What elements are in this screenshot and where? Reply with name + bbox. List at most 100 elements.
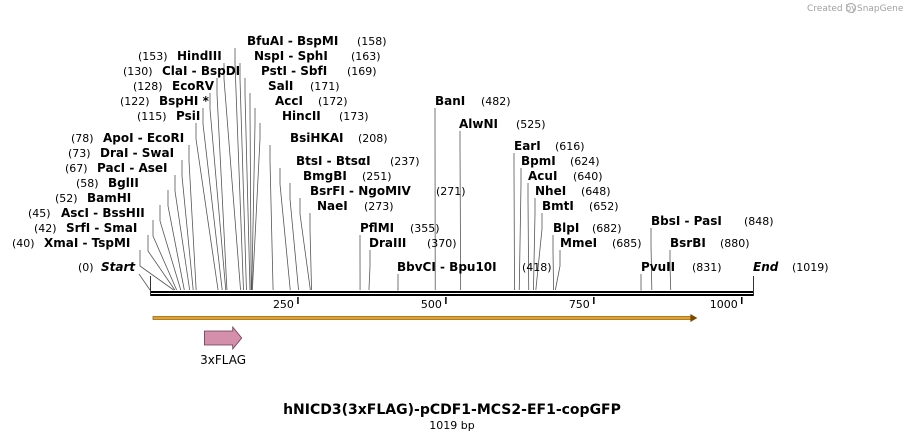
site-mmei: MmeI [560,236,597,250]
site-pvuii: PvuII [641,260,675,274]
leader-eari [513,153,515,291]
site-pos-bbsi-pasi: (848) [744,215,774,228]
leader-nhei [533,198,536,291]
site-clai-bspdi: ClaI - BspDI [162,64,240,78]
leader-bpmi [518,168,522,291]
leader-asci-bsshii [152,220,177,291]
end-position: (1019) [792,261,829,274]
site-pos-naei: (273) [364,200,394,213]
map-title: hNICD3(3xFLAG)-pCDF1-MCS2-EF1-copGFP [283,402,621,418]
site-hincii: HincII [282,109,321,123]
leader-bbsi-pasi [650,228,653,291]
tick-label-750: 750 [569,298,590,311]
leader-mmei [554,250,561,291]
orf-shaft [152,316,692,320]
site-psti-sbfi: PstI - SbfI [261,64,327,78]
snapgene-logo-icon [845,2,857,14]
site-ecorv: EcoRV [172,79,215,93]
site-pos-xmai-tspmi: (40) [12,237,35,250]
site-eari: EarI [514,139,541,153]
site-pos-eari: (616) [555,140,585,153]
backbone-bottom-strand [150,294,754,296]
site-blpi: BlpI [553,221,579,235]
leader-bsrfi-ngomiv [299,198,311,291]
leader-hindiii [223,63,241,291]
leader-ecorv [209,93,227,291]
site-pos-ecorv: (128) [133,80,163,93]
sequence-backbone [150,276,754,296]
ruler-ticks: 250 500 750 1000 [273,297,743,311]
site-pos-bani: (482) [481,95,511,108]
orf-head [690,314,698,322]
leader-bglii [167,190,185,291]
leader-srfi-smai [147,235,176,291]
site-pos-bsrbi: (880) [720,237,750,250]
leader-start [138,273,151,291]
site-pos-asci-bsshii: (45) [28,207,51,220]
site-hindiii: HindIII [177,49,222,63]
site-pos-bfuai-bspmi: (158) [357,35,387,48]
leader-bsphi [202,108,223,291]
site-pos-blpi: (682) [592,222,622,235]
leader-pvuii [640,274,642,291]
leader-btsi-bts-i [279,168,291,291]
leader-bbvci-bpu10i [397,274,399,291]
start-position: (0) [78,261,94,274]
map-length: 1019 bp [429,419,474,432]
leader-xmai-tspmi [139,250,174,291]
leader-apoi-ecori [188,145,197,291]
site-paci-asei: PacI - AseI [97,161,168,175]
site-pos-pvuii: (831) [692,261,722,274]
leader-psii [195,123,219,291]
tick-label-1000: 1000 [710,298,738,311]
site-draiii: DraIII [369,236,406,250]
leader-bsrbi [669,250,672,291]
site-nspi-sphi: NspI - SphI [254,49,328,63]
site-pos-mmei: (685) [612,237,642,250]
leader-clai-bspdi [216,78,228,291]
site-bfuai-bspmi: BfuAI - BspMI [247,34,338,48]
site-bamhi: BamHI [87,191,131,205]
site-pos-bpmi: (624) [570,155,600,168]
site-bglii: BglII [108,176,139,190]
site-pos-nspi-sphi: (163) [351,50,381,63]
site-bsrbi: BsrBI [670,236,706,250]
site-drai-swai: DraI - SwaI [100,146,174,160]
site-pos-bsphi: (122) [120,95,150,108]
site-pos-bbvci-bpu10i: (418) [522,261,552,274]
site-pos-drai-swai: (73) [68,147,91,160]
tick-label-250: 250 [273,298,294,311]
features: 3xFLAG [200,325,246,367]
site-acci: AccI [275,94,303,108]
leader-naei [309,213,312,291]
site-psii: PsiI [176,109,200,123]
site-pos-psti-sbfi: (169) [347,65,377,78]
site-pos-bsihkai: (208) [358,132,388,145]
feature-label-3xflag: 3xFLAG [200,353,246,367]
leader-bmgbi [289,183,299,291]
site-alwni: AlwNI [459,117,498,131]
site-asci-bsshii: AscI - BssHII [61,206,145,220]
leader-acui [527,183,530,291]
site-sali: SalI [268,79,293,93]
site-bsihkai: BsiHKAI [290,131,344,145]
site-bpmi: BpmI [521,154,556,168]
leader-acci [251,108,256,291]
leader-sali [249,93,252,291]
site-bmti: BmtI [542,199,574,213]
site-pos-apoi-ecori: (78) [71,132,94,145]
site-pos-srfi-smai: (42) [34,222,57,235]
site-pos-bmti: (652) [589,200,619,213]
site-btsi-bts-i: BtsI - BtsαI [296,154,371,168]
leader-bmti [535,213,543,291]
site-bmgbi: BmgBI [303,169,347,183]
leader-bfuai-bspmi [234,48,244,291]
site-nhei: NheI [535,184,566,198]
site-pos-psii: (115) [137,110,167,123]
credit-brand: SnapGene [857,4,904,14]
site-pos-clai-bspdi: (130) [123,65,153,78]
site-srfi-smai: SrfI - SmaI [66,221,137,235]
leader-drai-swai [181,160,194,291]
site-pos-bamhi: (52) [55,192,78,205]
